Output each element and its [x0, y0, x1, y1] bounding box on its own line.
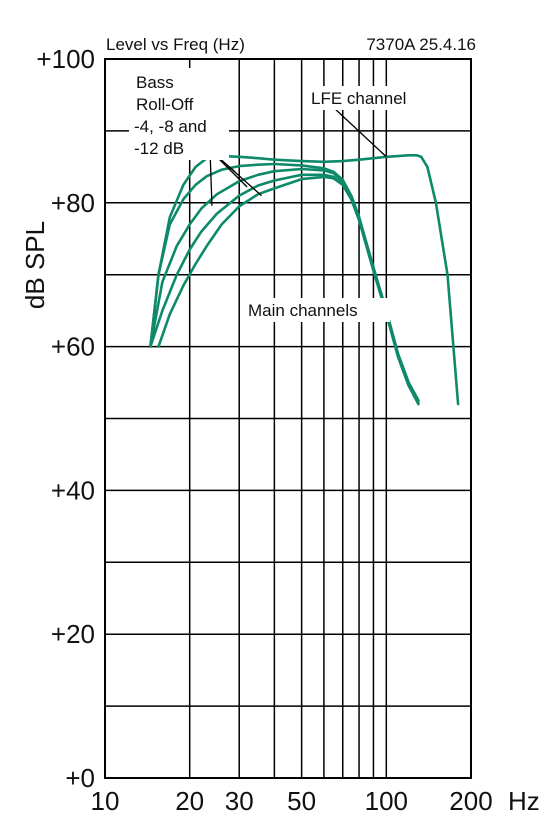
x-tick-label: 20	[175, 786, 204, 816]
gridlines	[104, 58, 472, 779]
bass-rolloff-line-1: Bass	[136, 73, 174, 92]
y-tick-label: +20	[51, 619, 95, 649]
x-tick-label: 100	[365, 786, 408, 816]
bass-rolloff-line-4: -12 dB	[134, 139, 184, 158]
main-channels-label-bg	[244, 298, 390, 322]
y-tick-label: +40	[51, 475, 95, 505]
response-curve-1	[149, 154, 460, 406]
y-tick-label: +100	[36, 44, 95, 74]
main-channels-label: Main channels	[248, 301, 358, 320]
y-tick-label: +0	[65, 763, 95, 793]
lfe-label: LFE channel	[311, 89, 406, 108]
chart-text: Level vs Freq (Hz) 7370A 25.4.16 dB SPL …	[20, 35, 540, 816]
chart-header-right: 7370A 25.4.16	[366, 35, 476, 54]
x-tick-label: 10	[91, 786, 120, 816]
response-curve-5	[157, 175, 420, 404]
y-axis-label: dB SPL	[20, 221, 50, 309]
y-tick-label: +80	[51, 188, 95, 218]
bass-rolloff-line-3: -4, -8 and	[134, 117, 207, 136]
x-axis-unit: Hz	[508, 786, 540, 816]
lfe-label-bg	[308, 86, 438, 110]
response-curves	[149, 154, 460, 406]
x-tick-label: 200	[449, 786, 492, 816]
bass-rolloff-label-bg	[129, 68, 229, 160]
x-tick-label: 50	[287, 786, 316, 816]
y-tick-label: +60	[51, 332, 95, 362]
bass-rolloff-line-2: Roll-Off	[136, 95, 194, 114]
plot-frame	[104, 58, 472, 779]
lfe-leader	[332, 106, 387, 158]
annotation-leaders	[209, 106, 391, 304]
axis-ticks: +100 +80 +60 +40 +20 +010 20 30 50 100 200	[36, 44, 492, 816]
chart-header-left: Level vs Freq (Hz)	[106, 35, 245, 54]
bass-rolloff-label: Bass Roll-Off -4, -8 and -12 dB	[134, 73, 212, 158]
x-tick-label: 30	[225, 786, 254, 816]
